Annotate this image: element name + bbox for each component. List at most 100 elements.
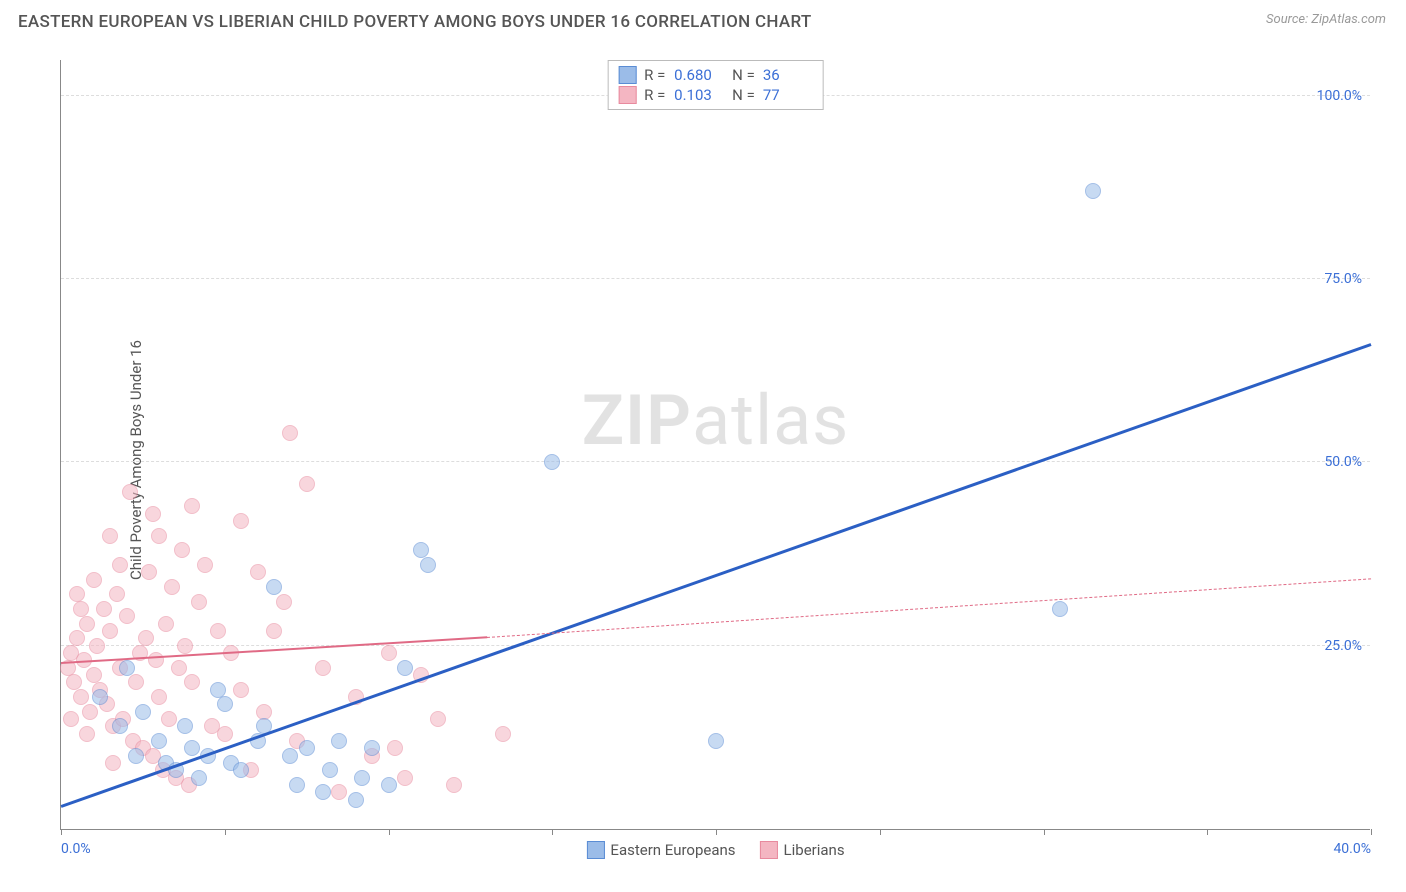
data-point: [145, 506, 161, 522]
data-point: [387, 740, 403, 756]
data-point: [177, 638, 193, 654]
y-tick-label: 100.0%: [1317, 88, 1362, 104]
data-point: [151, 733, 167, 749]
data-point: [430, 711, 446, 727]
data-point: [102, 528, 118, 544]
data-point: [315, 660, 331, 676]
data-point: [109, 586, 125, 602]
legend-label: Eastern Europeans: [610, 841, 735, 859]
data-point: [233, 513, 249, 529]
x-tick-label: 40.0%: [1333, 841, 1371, 857]
data-point: [256, 704, 272, 720]
data-point: [289, 777, 305, 793]
data-point: [233, 682, 249, 698]
gridline: [61, 278, 1370, 279]
data-point: [282, 748, 298, 764]
n-value: 77: [763, 86, 813, 104]
x-tick: [61, 829, 62, 835]
source-label: Source: ZipAtlas.com: [1266, 12, 1386, 27]
data-point: [138, 630, 154, 646]
data-point: [151, 689, 167, 705]
data-point: [397, 660, 413, 676]
data-point: [708, 733, 724, 749]
data-point: [86, 572, 102, 588]
stats-row: R = 0.103 N = 77: [618, 85, 813, 105]
data-point: [184, 674, 200, 690]
data-point: [197, 557, 213, 573]
data-point: [446, 777, 462, 793]
data-point: [79, 726, 95, 742]
r-label: R =: [644, 66, 666, 84]
watermark: ZIPatlas: [582, 380, 850, 462]
gridline: [61, 461, 1370, 462]
data-point: [184, 498, 200, 514]
data-point: [217, 696, 233, 712]
data-point: [66, 674, 82, 690]
data-point: [141, 564, 157, 580]
data-point: [1085, 183, 1101, 199]
data-point: [381, 645, 397, 661]
y-tick-label: 75.0%: [1324, 271, 1362, 287]
legend-swatch: [618, 86, 636, 104]
data-point: [299, 740, 315, 756]
data-point: [69, 586, 85, 602]
data-point: [96, 601, 112, 617]
data-point: [1052, 601, 1068, 617]
data-point: [122, 484, 138, 500]
chart-container: Child Poverty Among Boys Under 16 ZIPatl…: [20, 50, 1390, 870]
y-tick-label: 25.0%: [1324, 638, 1362, 654]
data-point: [135, 704, 151, 720]
legend-swatch: [586, 841, 604, 859]
n-label: N =: [732, 66, 755, 84]
legend-swatch: [618, 66, 636, 84]
series-legend: Eastern Europeans Liberians: [586, 841, 844, 859]
data-point: [354, 770, 370, 786]
x-tick: [1044, 829, 1045, 835]
legend-label: Liberians: [784, 841, 845, 859]
data-point: [63, 711, 79, 727]
data-point: [217, 726, 233, 742]
data-point: [161, 711, 177, 727]
data-point: [148, 652, 164, 668]
data-point: [544, 454, 560, 470]
data-point: [73, 689, 89, 705]
r-label: R =: [644, 86, 666, 104]
data-point: [250, 564, 266, 580]
data-point: [322, 762, 338, 778]
legend-swatch: [760, 841, 778, 859]
data-point: [164, 579, 180, 595]
legend-item: Eastern Europeans: [586, 841, 735, 859]
stats-row: R =0.680N =36: [618, 65, 813, 85]
data-point: [92, 689, 108, 705]
data-point: [119, 660, 135, 676]
data-point: [112, 718, 128, 734]
n-value: 36: [763, 66, 813, 84]
data-point: [331, 733, 347, 749]
data-point: [266, 623, 282, 639]
data-point: [315, 784, 331, 800]
data-point: [276, 594, 292, 610]
data-point: [210, 682, 226, 698]
data-point: [184, 740, 200, 756]
data-point: [79, 616, 95, 632]
data-point: [112, 557, 128, 573]
data-point: [102, 623, 118, 639]
data-point: [191, 594, 207, 610]
legend-item: Liberians: [760, 841, 845, 859]
data-point: [420, 557, 436, 573]
data-point: [89, 638, 105, 654]
data-point: [233, 762, 249, 778]
data-point: [171, 660, 187, 676]
data-point: [210, 623, 226, 639]
data-point: [177, 718, 193, 734]
chart-title: EASTERN EUROPEAN VS LIBERIAN CHILD POVER…: [18, 12, 812, 32]
x-tick: [1371, 829, 1372, 835]
plot-area: ZIPatlas 25.0%50.0%75.0%100.0%0.0%40.0%R…: [60, 60, 1370, 830]
y-tick-label: 50.0%: [1324, 454, 1362, 470]
n-label: N =: [732, 86, 755, 104]
data-point: [73, 601, 89, 617]
stats-legend: R =0.680N =36R =0.103N =77: [607, 60, 824, 110]
x-tick: [389, 829, 390, 835]
data-point: [331, 784, 347, 800]
r-value: 0.103: [674, 86, 724, 104]
